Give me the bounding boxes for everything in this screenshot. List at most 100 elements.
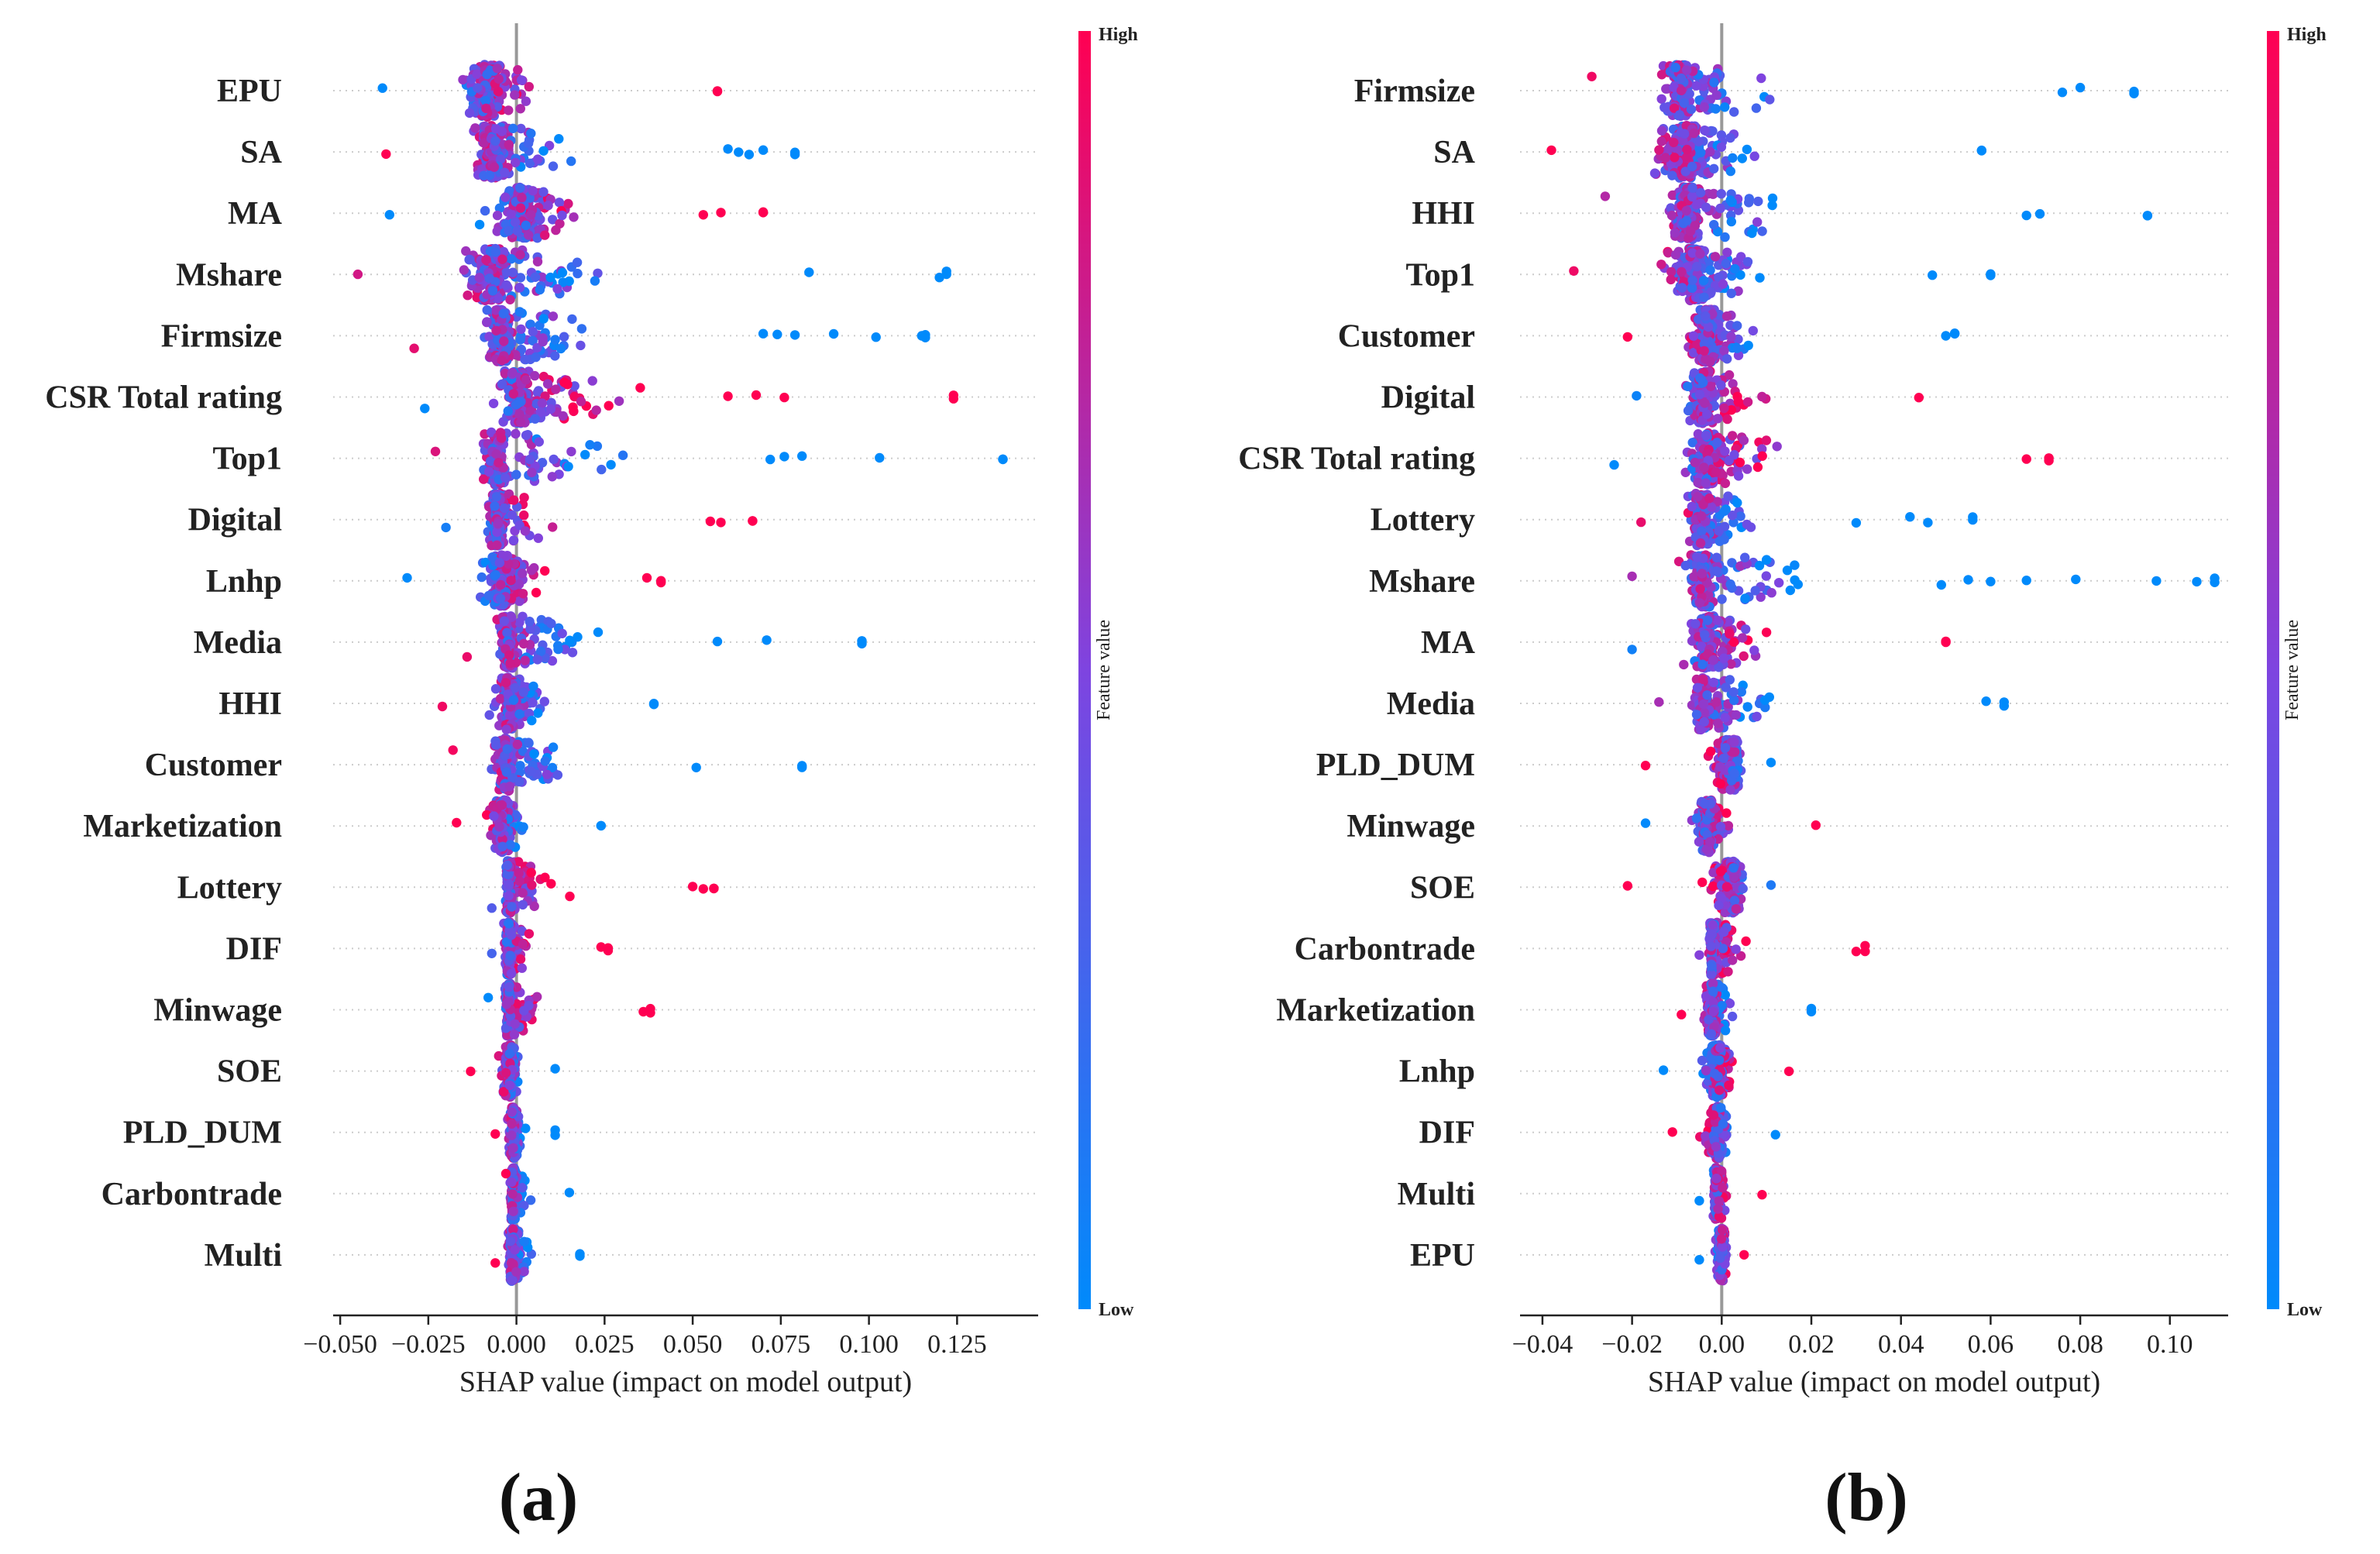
feature-row-mshare: Mshare xyxy=(176,243,1038,306)
shap-point xyxy=(641,572,652,583)
shap-point xyxy=(524,737,534,748)
shap-point xyxy=(466,1066,476,1077)
shap-point xyxy=(546,618,556,629)
shap-point xyxy=(590,276,600,286)
shap-point xyxy=(551,384,561,394)
shap-point xyxy=(489,162,500,172)
feature-label: PLD_DUM xyxy=(123,1116,282,1151)
shap-point xyxy=(505,658,515,669)
shap-point xyxy=(1711,104,1721,114)
shap-point xyxy=(705,516,716,527)
feature-row-marketization: Marketization xyxy=(83,795,1038,858)
shap-point xyxy=(524,158,535,168)
shap-point xyxy=(723,391,733,401)
shap-point xyxy=(489,811,499,821)
shap-point xyxy=(505,1236,516,1246)
shap-point xyxy=(524,193,535,203)
shap-point xyxy=(576,340,586,351)
shap-point xyxy=(548,522,558,532)
feature-label: Minwage xyxy=(153,993,282,1029)
shap-point xyxy=(500,192,511,202)
shap-point xyxy=(532,154,543,164)
shap-point xyxy=(635,383,645,393)
colorbar-low-label: Low xyxy=(1099,1300,1134,1320)
shap-point xyxy=(458,74,468,85)
shap-point xyxy=(535,284,545,295)
shap-point xyxy=(603,945,614,956)
shap-point xyxy=(519,1006,529,1016)
shap-point xyxy=(1709,77,1719,88)
shap-point xyxy=(377,83,387,93)
feature-row-ma: MA xyxy=(228,182,1038,243)
x-tick-label: 0.125 xyxy=(927,1330,987,1359)
shap-point xyxy=(1659,102,1670,112)
shap-point xyxy=(482,305,492,315)
shap-point xyxy=(518,888,528,898)
shap-point xyxy=(597,464,607,475)
shap-point xyxy=(510,90,520,100)
shap-point xyxy=(509,495,519,505)
shap-point xyxy=(515,954,526,964)
shap-point xyxy=(494,74,504,84)
shap-point xyxy=(470,123,480,133)
shap-point xyxy=(527,467,537,478)
shap-point xyxy=(614,396,624,406)
shap-point xyxy=(514,709,524,719)
shap-point xyxy=(484,170,495,180)
shap-point xyxy=(472,69,482,79)
shap-point xyxy=(497,254,507,264)
shap-point xyxy=(532,256,543,266)
shap-point xyxy=(604,401,614,411)
shap-point xyxy=(487,903,497,913)
shap-point xyxy=(2057,88,2068,98)
feature-label: HHI xyxy=(218,686,282,722)
shap-point xyxy=(948,390,959,401)
shap-point xyxy=(409,343,419,353)
shap-point xyxy=(532,655,542,665)
feature-row-minwage: Minwage xyxy=(153,978,1038,1041)
shap-point xyxy=(548,311,559,321)
shap-point xyxy=(1720,102,1730,112)
shap-point xyxy=(540,230,550,240)
shap-point xyxy=(516,324,526,335)
shap-point xyxy=(572,257,583,267)
shap-point xyxy=(482,317,492,327)
shap-point xyxy=(1749,151,1759,161)
shap-point xyxy=(538,314,549,324)
shap-point xyxy=(511,1267,521,1277)
panel-label: (a) xyxy=(499,1460,579,1535)
shap-point xyxy=(506,254,517,264)
feature-row-dif: DIF xyxy=(226,917,1038,980)
shap-point xyxy=(549,454,559,465)
shap-point xyxy=(553,644,563,655)
shap-point xyxy=(528,681,538,692)
shap-point xyxy=(539,696,549,707)
shap-point xyxy=(490,247,500,257)
shap-point xyxy=(504,1049,514,1059)
shap-point xyxy=(514,776,524,787)
feature-row-top1: Top1 xyxy=(212,427,1038,490)
shap-point xyxy=(480,95,491,106)
shap-point xyxy=(1656,94,1666,104)
shap-point xyxy=(510,1245,520,1255)
shap-point xyxy=(507,1275,518,1285)
shap-point xyxy=(558,411,568,421)
shap-point xyxy=(518,939,528,950)
shap-point xyxy=(521,430,531,441)
shap-point xyxy=(593,627,604,638)
shap-point xyxy=(504,879,514,889)
shap-point xyxy=(568,402,578,412)
shap-point xyxy=(524,230,534,240)
shap-point xyxy=(523,138,534,149)
shap-point xyxy=(550,1125,560,1136)
shap-point xyxy=(557,628,567,638)
shap-point xyxy=(528,327,538,337)
shap-point xyxy=(530,414,540,424)
x-axis-title: SHAP value (impact on model output) xyxy=(459,1366,912,1398)
shap-point xyxy=(555,343,566,354)
shap-point xyxy=(1729,107,1739,117)
shap-point xyxy=(384,210,394,220)
shap-point xyxy=(519,510,529,521)
